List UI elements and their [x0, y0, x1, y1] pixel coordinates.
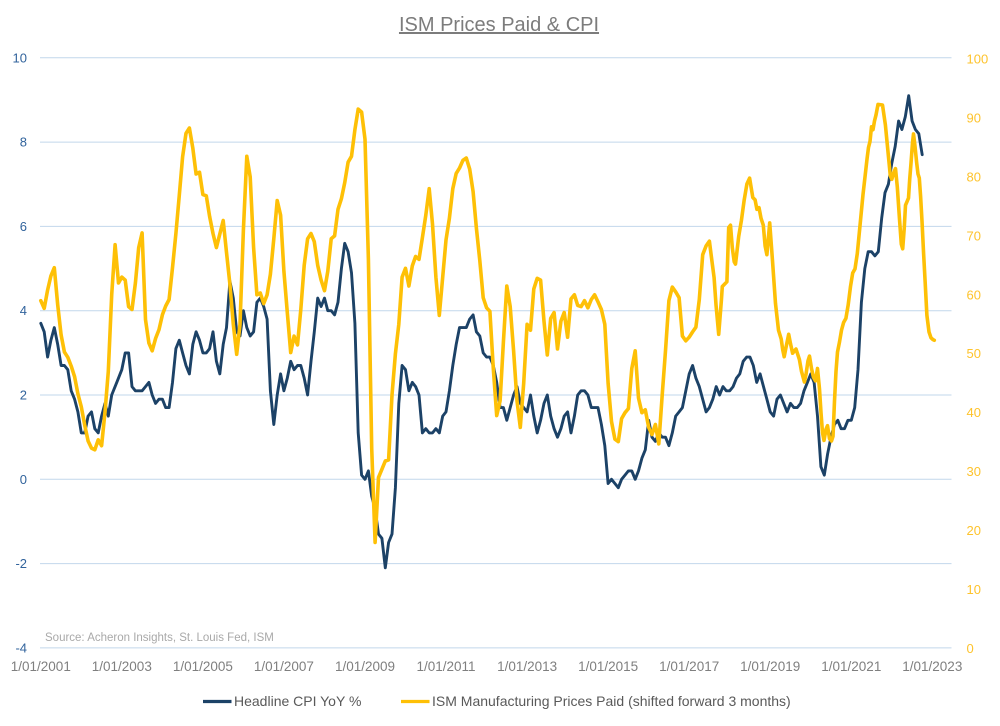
svg-text:-4: -4 [15, 640, 27, 655]
svg-text:1/01/2013: 1/01/2013 [497, 659, 557, 674]
svg-text:8: 8 [20, 135, 27, 150]
svg-text:-2: -2 [15, 556, 27, 571]
svg-text:2: 2 [20, 388, 27, 403]
svg-text:1/01/2011: 1/01/2011 [416, 659, 475, 674]
svg-text:1/01/2017: 1/01/2017 [659, 659, 719, 674]
svg-text:ISM Prices Paid & CPI: ISM Prices Paid & CPI [399, 14, 599, 36]
svg-text:90: 90 [967, 111, 981, 126]
svg-text:50: 50 [967, 346, 981, 361]
svg-text:1/01/2019: 1/01/2019 [740, 659, 800, 674]
svg-text:1/01/2021: 1/01/2021 [821, 659, 881, 674]
svg-text:20: 20 [967, 523, 981, 538]
svg-text:40: 40 [967, 405, 981, 420]
svg-text:1/01/2003: 1/01/2003 [92, 659, 152, 674]
svg-text:4: 4 [20, 303, 27, 318]
svg-text:1/01/2007: 1/01/2007 [254, 659, 314, 674]
svg-text:1/01/2023: 1/01/2023 [902, 659, 962, 674]
svg-text:100: 100 [967, 52, 989, 67]
svg-text:0: 0 [967, 641, 974, 656]
svg-text:1/01/2005: 1/01/2005 [173, 659, 233, 674]
svg-text:ISM Manufacturing Prices Paid: ISM Manufacturing Prices Paid (shifted f… [432, 693, 791, 709]
svg-text:6: 6 [20, 219, 27, 234]
svg-text:0: 0 [20, 472, 27, 487]
svg-text:1/01/2001: 1/01/2001 [11, 659, 71, 674]
svg-text:70: 70 [967, 228, 981, 243]
svg-text:10: 10 [13, 50, 27, 65]
svg-text:Headline CPI YoY %: Headline CPI YoY % [234, 693, 361, 709]
svg-text:1/01/2009: 1/01/2009 [335, 659, 395, 674]
svg-text:1/01/2015: 1/01/2015 [578, 659, 638, 674]
svg-text:Source: Acheron Insights, St.: Source: Acheron Insights, St. Louis Fed,… [45, 632, 274, 644]
svg-text:10: 10 [967, 582, 981, 597]
svg-text:80: 80 [967, 169, 981, 184]
svg-text:30: 30 [967, 464, 981, 479]
svg-text:60: 60 [967, 287, 981, 302]
